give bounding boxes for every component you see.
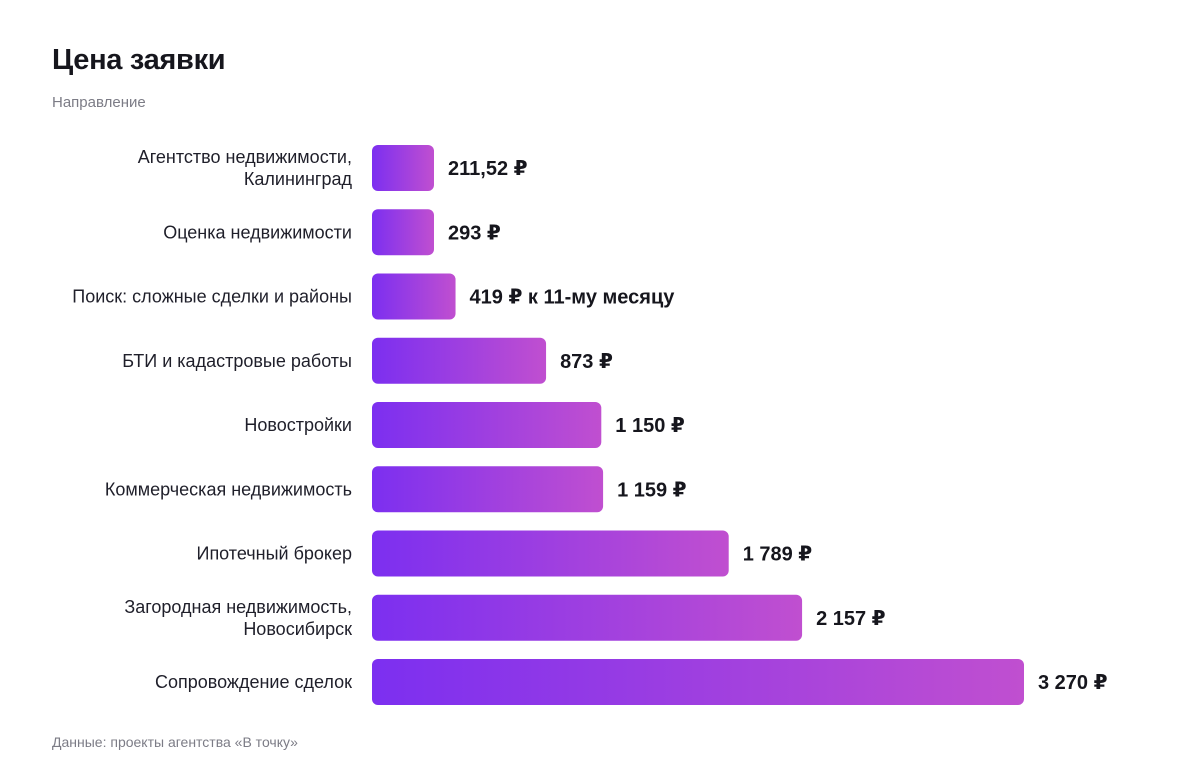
chart-title: Цена заявки <box>52 44 226 76</box>
category-label: Новостройки <box>244 415 352 435</box>
bar <box>372 466 604 513</box>
value-label: 3 270 ₽ <box>1038 672 1108 694</box>
bar <box>372 337 547 384</box>
category-label: БТИ и кадастровые работы <box>122 351 352 371</box>
value-label: 1 789 ₽ <box>743 544 813 566</box>
bar <box>372 530 729 577</box>
value-label: 1 150 ₽ <box>615 415 685 437</box>
value-label: 2 157 ₽ <box>816 608 886 630</box>
value-label: 419 ₽ к 11-му месяцу <box>470 287 676 309</box>
data-source-note: Данные: проекты агентства «В точку» <box>52 734 298 750</box>
value-label: 1 159 ₽ <box>617 479 687 501</box>
value-label: 211,52 ₽ <box>448 158 528 180</box>
bar <box>372 273 456 320</box>
value-label: 293 ₽ <box>448 222 501 244</box>
bar <box>372 145 434 191</box>
category-label: Ипотечный брокер <box>197 544 353 564</box>
category-label: Агентство недвижимости, Калининград <box>138 147 353 189</box>
chart-subtitle: Направление <box>52 94 146 111</box>
value-label: 873 ₽ <box>560 351 613 373</box>
category-label: Коммерческая недвижимость <box>105 479 352 499</box>
category-label: Сопровождение сделок <box>155 672 352 692</box>
category-label: Загородная недвижимость, Новосибирск <box>124 597 352 639</box>
bar <box>372 402 602 448</box>
bar <box>372 594 803 641</box>
category-label: Оценка недвижимости <box>163 222 352 242</box>
bar <box>372 209 434 256</box>
bar <box>372 659 1024 705</box>
category-label: Поиск: сложные сделки и районы <box>72 287 352 307</box>
bars-group: Агентство недвижимости, Калининград 211,52… <box>72 145 1108 705</box>
